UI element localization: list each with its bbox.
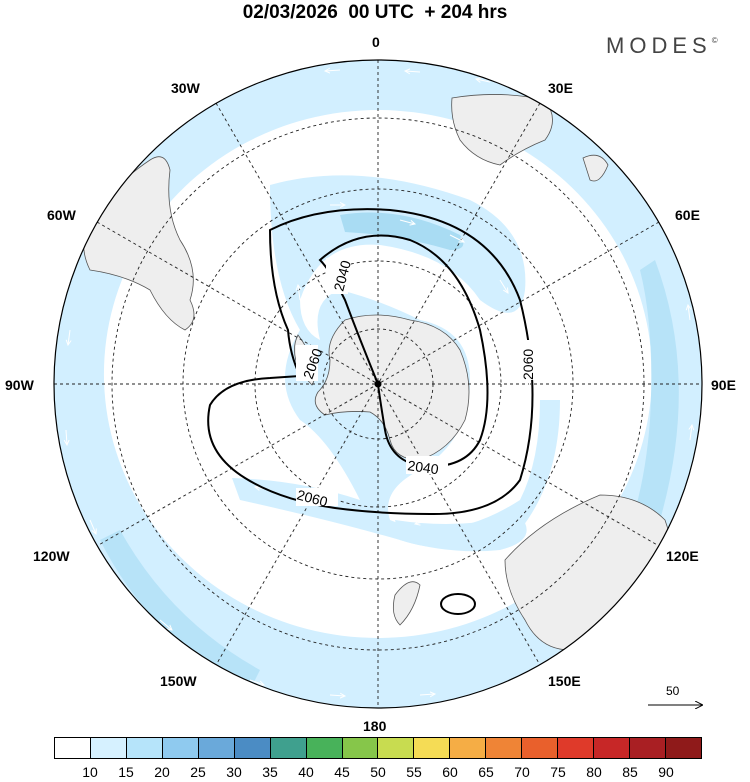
- colorbar-cell: [54, 737, 91, 759]
- colorbar-cell: [90, 737, 127, 759]
- colorbar-tick-label: 70: [514, 764, 530, 780]
- modes-logo: MODES©: [606, 33, 718, 59]
- lon-label-60e: 60E: [675, 207, 700, 223]
- colorbar-cell: [594, 737, 630, 759]
- brand-name: MODES: [606, 33, 712, 58]
- colorbar-cell: [234, 737, 271, 759]
- lon-label-180: 180: [363, 718, 387, 734]
- wind-shading-inner-core: [340, 212, 464, 250]
- lon-label-120w: 120W: [33, 548, 70, 564]
- colorbar-tick-label: 90: [658, 764, 674, 780]
- colorbar-cell: [306, 737, 343, 759]
- colorbar-tick-label: 75: [550, 764, 566, 780]
- colorbar-cell: [665, 737, 702, 759]
- colorbar-cell: [486, 737, 523, 759]
- colorbar-cell: [162, 737, 199, 759]
- colorbar-cell: [522, 737, 559, 759]
- contour-2040: [318, 234, 489, 468]
- colorbar-cell: [630, 737, 666, 759]
- colorbar: [54, 737, 702, 759]
- land-africa: [451, 94, 553, 166]
- lon-label-150w: 150W: [160, 673, 197, 689]
- colorbar-tick-label: 30: [226, 764, 242, 780]
- colorbar-tick-label: 40: [298, 764, 314, 780]
- colorbar-tick-label: 85: [622, 764, 638, 780]
- colorbar-ticks: 10 15 20 25 30 35 40 45 50 55 60 65 70 75 80 85 90: [0, 764, 750, 782]
- wind-shading-southwest-core: [100, 530, 260, 690]
- colorbar-tick-label: 50: [370, 764, 386, 780]
- colorbar-cell: [378, 737, 415, 759]
- colorbar-tick-label: 10: [82, 764, 98, 780]
- land-madagascar: [582, 154, 609, 182]
- colorbar-cell: [126, 737, 163, 759]
- contour-label-2040-south: 2040: [407, 457, 440, 477]
- lon-label-90w: 90W: [5, 377, 34, 393]
- colorbar-tick-label: 80: [586, 764, 602, 780]
- colorbar-tick-label: 15: [118, 764, 134, 780]
- map-title: 02/03/2026 00 UTC + 204 hrs: [242, 2, 508, 23]
- lon-label-30w: 30W: [171, 80, 200, 96]
- colorbar-cell: [450, 737, 487, 759]
- lon-label-0: 0: [372, 34, 380, 50]
- colorbar-cell: [270, 737, 307, 759]
- colorbar-cell: [414, 737, 451, 759]
- lon-label-120e: 120E: [666, 548, 699, 564]
- south-pole-marker: [374, 380, 382, 388]
- land-new-zealand: [392, 581, 421, 626]
- contour-closed-small: [440, 593, 476, 615]
- lon-label-60w: 60W: [47, 207, 76, 223]
- colorbar-tick-label: 55: [406, 764, 422, 780]
- wind-shading-south-patch: [395, 515, 527, 552]
- contour-label-2060-east: 2060: [520, 349, 536, 380]
- colorbar-tick-label: 35: [262, 764, 278, 780]
- polar-map: 2040 2060 2060 2040 2060: [53, 59, 750, 735]
- lon-label-150e: 150E: [548, 673, 581, 689]
- colorbar-tick-label: 25: [190, 764, 206, 780]
- colorbar-tick-label: 65: [478, 764, 494, 780]
- contour-label-2040-west: 2040: [330, 258, 354, 292]
- colorbar-cell: [198, 737, 235, 759]
- map-border: [53, 59, 703, 709]
- copyright-mark: ©: [711, 36, 718, 45]
- colorbar-cell: [558, 737, 595, 759]
- colorbar-tick-label: 20: [154, 764, 170, 780]
- reference-vector-value: 50: [666, 684, 680, 698]
- lon-label-30e: 30E: [548, 80, 573, 96]
- contour-label-2060-south: 2060: [295, 486, 329, 510]
- lon-label-90e: 90E: [711, 377, 736, 393]
- colorbar-tick-label: 60: [442, 764, 458, 780]
- colorbar-tick-label: 45: [334, 764, 350, 780]
- colorbar-cell: [342, 737, 379, 759]
